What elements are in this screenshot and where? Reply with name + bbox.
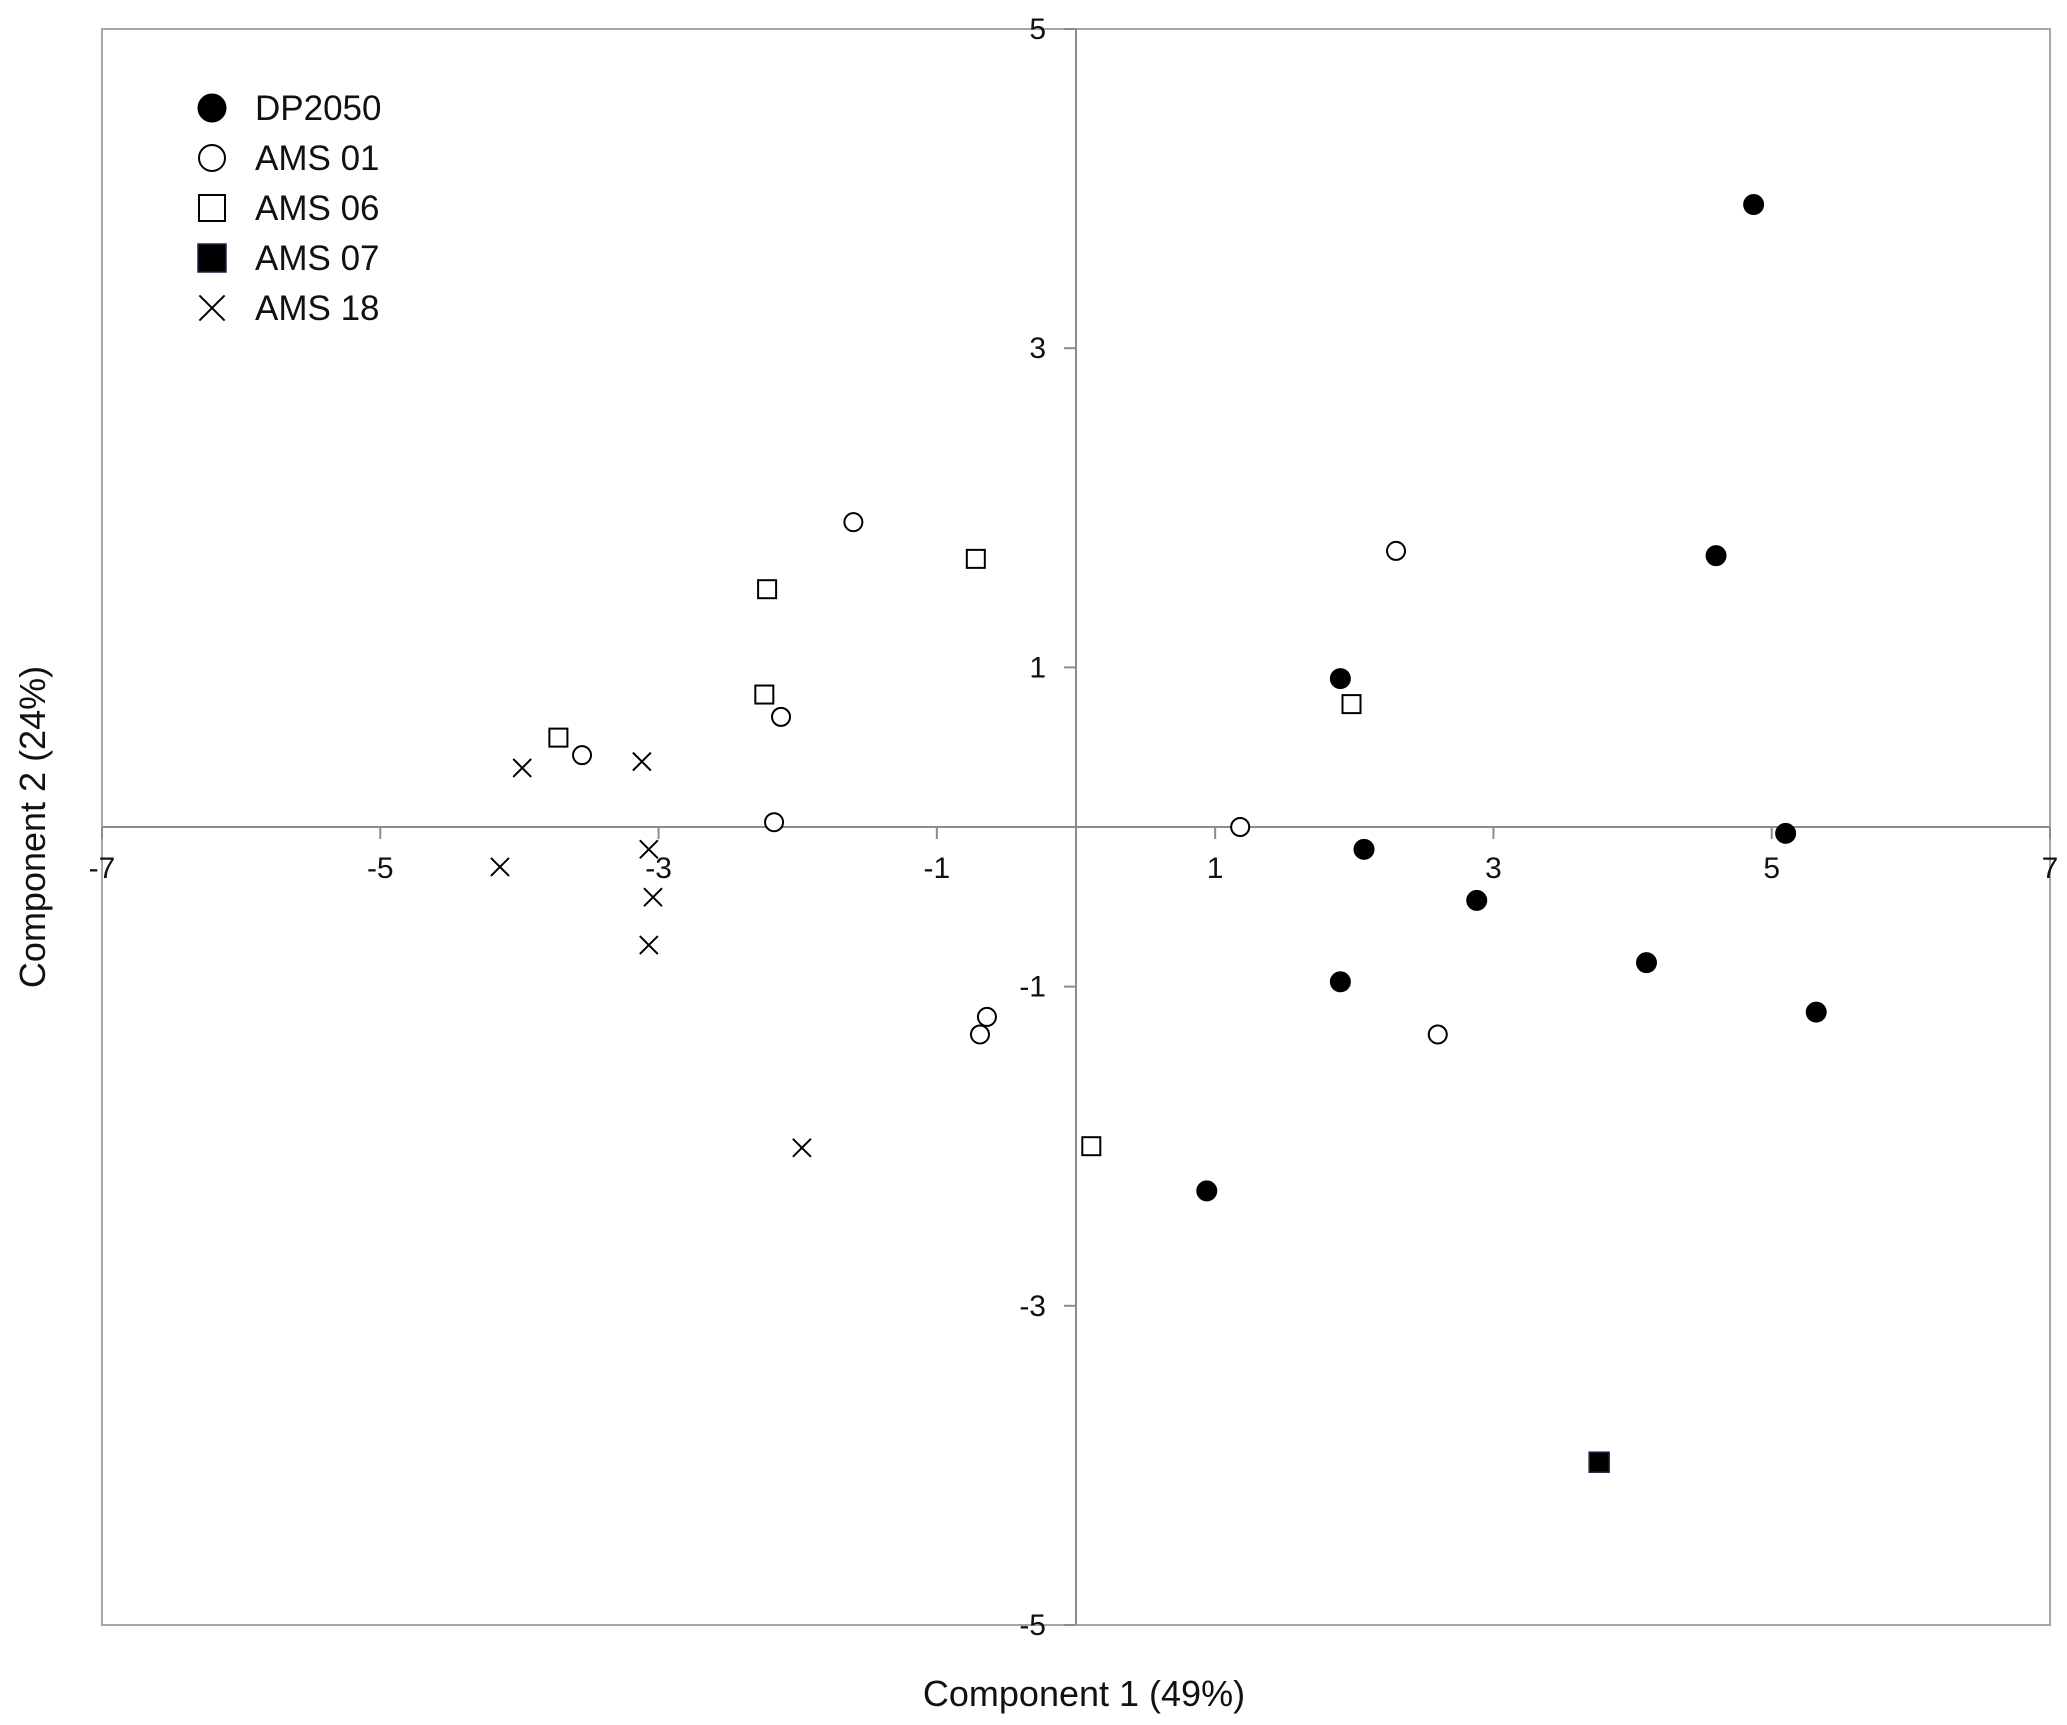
y-tick-label: -5 xyxy=(1019,1609,1046,1642)
ams-06-point xyxy=(757,579,778,600)
ams-01-point xyxy=(572,745,593,766)
legend-label-ams-18: AMS 18 xyxy=(255,289,380,328)
ams-18-point xyxy=(639,935,659,955)
dp2050-point xyxy=(1466,889,1488,911)
dp2050-point xyxy=(1743,194,1765,216)
dp2050-point xyxy=(1329,668,1351,690)
ams-01-point xyxy=(1427,1024,1448,1045)
ams-18-point xyxy=(643,887,663,907)
ams-01-point xyxy=(976,1006,997,1027)
ams-01-point xyxy=(771,706,792,727)
legend-marker-ams-18 xyxy=(198,294,226,322)
x-tick-label: -7 xyxy=(89,852,116,885)
y-tick-label: 3 xyxy=(1029,332,1046,365)
dp2050-point xyxy=(1775,822,1797,844)
legend-label-ams-07: AMS 07 xyxy=(255,239,380,278)
legend: DP2050 AMS 01 AMS 06 AMS 07 AMS 18 xyxy=(197,89,381,328)
legend-marker-ams-07 xyxy=(197,243,227,273)
ams-18-point xyxy=(792,1138,812,1158)
y-tick-label: 5 xyxy=(1029,13,1046,46)
dp2050-point xyxy=(1329,971,1351,993)
ams-18-point xyxy=(490,857,510,877)
ams-01-point xyxy=(1386,540,1407,561)
ams-06-point xyxy=(548,727,569,748)
ams-06-point xyxy=(1081,1136,1102,1157)
points-layer xyxy=(490,194,1827,1473)
y-tick-label: -1 xyxy=(1019,971,1046,1004)
ams-01-point xyxy=(1230,817,1251,837)
ams-07-point xyxy=(1588,1451,1610,1473)
x-tick-label: -3 xyxy=(645,852,672,885)
ams-18-point xyxy=(639,839,659,860)
legend-label-dp2050: DP2050 xyxy=(255,89,381,128)
axes-layer: -7 -5 -3 -1 1 3 5 7 5 3 1 -1 -3 -5 xyxy=(89,13,2059,1642)
x-tick-label: -5 xyxy=(367,852,394,885)
dp2050-point xyxy=(1353,838,1375,860)
x-tick-label: 1 xyxy=(1207,852,1224,885)
dp2050-point xyxy=(1705,545,1727,567)
legend-label-ams-01: AMS 01 xyxy=(255,139,380,178)
x-tick-label: 3 xyxy=(1485,852,1502,885)
dp2050-point xyxy=(1805,1001,1827,1023)
legend-label-ams-06: AMS 06 xyxy=(255,189,380,228)
ams-01-point xyxy=(764,812,785,833)
ams-18-point xyxy=(632,751,652,772)
ams-18-point xyxy=(512,758,532,778)
x-tick-label: 5 xyxy=(1763,852,1780,885)
y-axis-title: Component 2 (24%) xyxy=(12,666,53,988)
ams-06-point xyxy=(965,548,986,569)
legend-marker-dp2050 xyxy=(197,93,227,123)
y-tick-label: 1 xyxy=(1029,651,1046,684)
ams-06-point xyxy=(754,684,775,705)
x-tick-label: 7 xyxy=(2042,852,2059,885)
ams-01-point xyxy=(969,1024,990,1045)
x-axis-title: Component 1 (49%) xyxy=(923,1673,1245,1714)
dp2050-point xyxy=(1196,1180,1218,1202)
legend-marker-ams-01 xyxy=(198,144,226,172)
x-tick-label: -1 xyxy=(924,852,951,885)
y-tick-label: -3 xyxy=(1019,1290,1046,1323)
legend-marker-ams-06 xyxy=(198,194,226,222)
ams-06-point xyxy=(1341,694,1362,715)
dp2050-point xyxy=(1635,952,1657,974)
ams-01-point xyxy=(843,512,864,533)
